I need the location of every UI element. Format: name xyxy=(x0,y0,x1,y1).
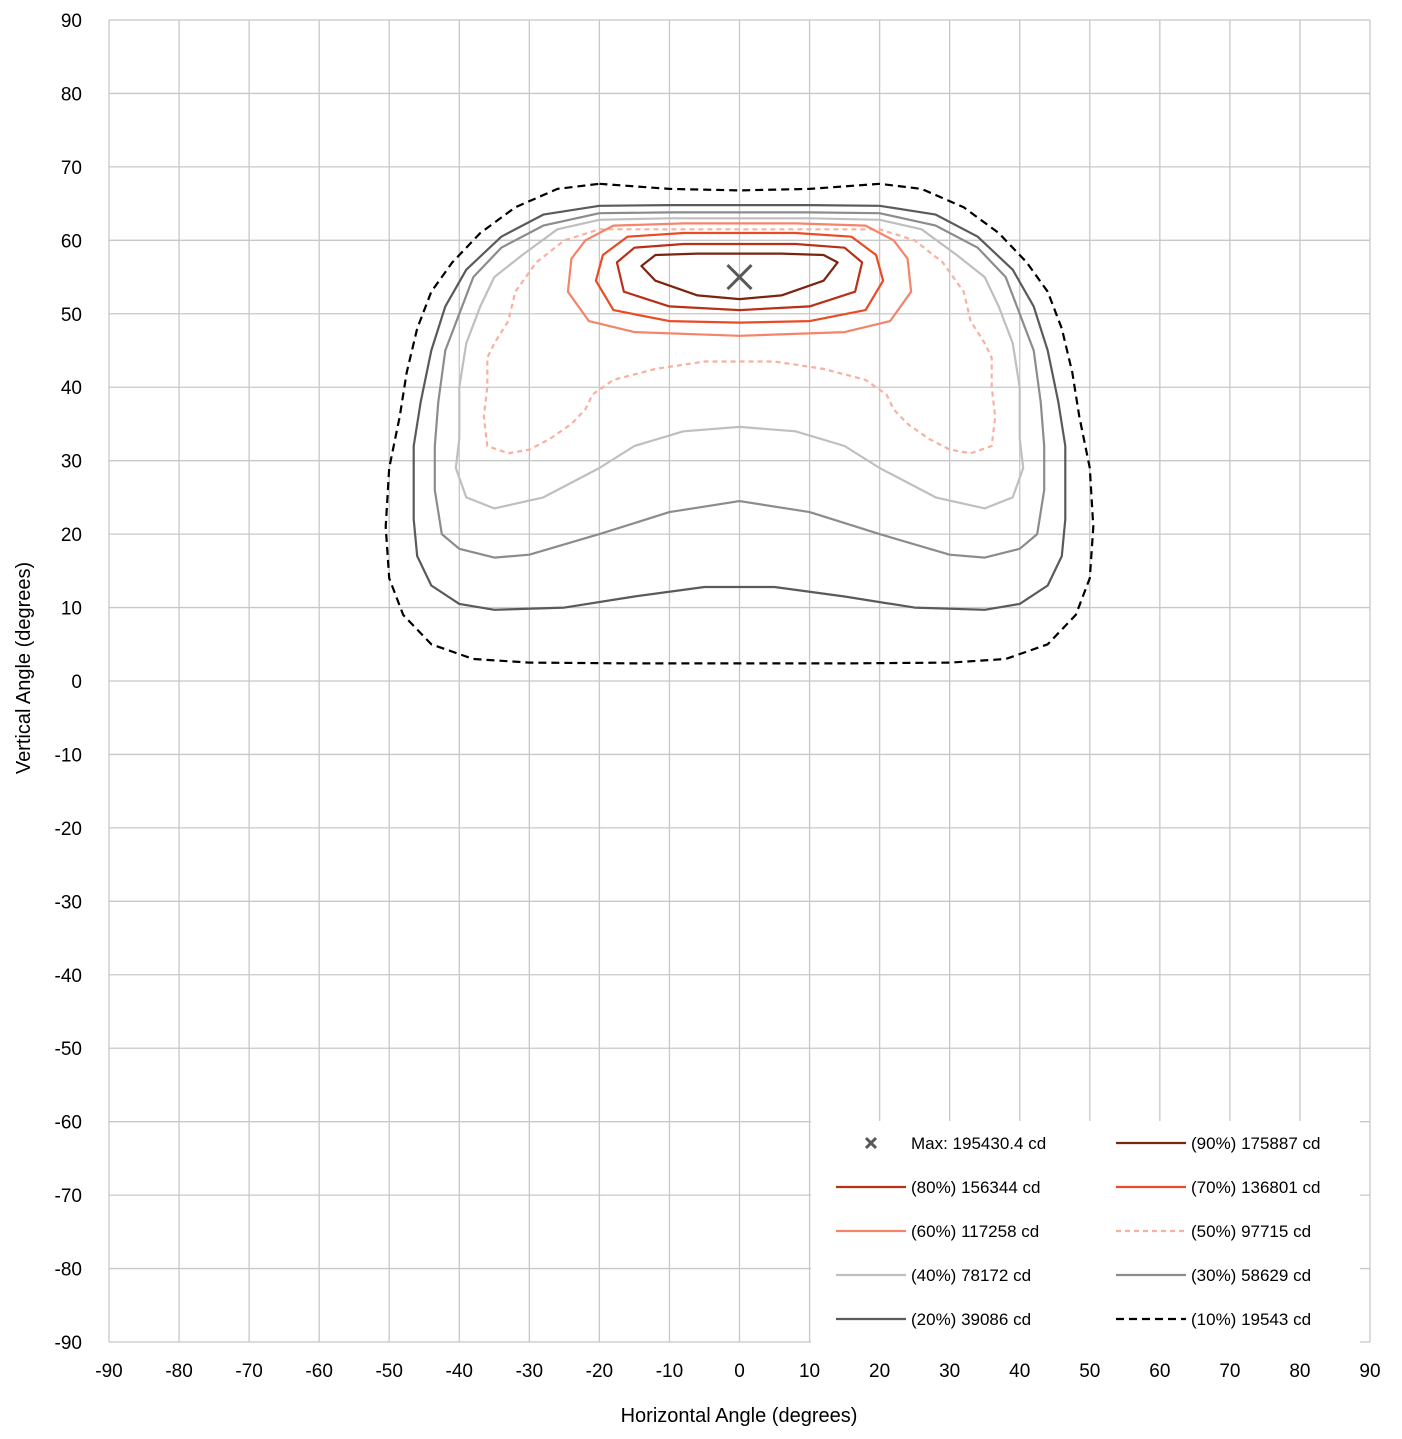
x-tick-label: -40 xyxy=(446,1361,473,1382)
y-tick-label: -30 xyxy=(55,892,82,913)
contour-series xyxy=(615,242,864,312)
x-tick-labels: -90 -80 -70 -60 -50 -40 -30 -20 -10 0 10 20 30 40 50 60… xyxy=(95,1361,1380,1382)
legend-max-marker xyxy=(864,1136,878,1150)
legend-label: (90%) 175887 cd xyxy=(1191,1134,1320,1153)
y-axis-label: Vertical Angle (degrees) xyxy=(13,562,35,774)
x-tick-label: 50 xyxy=(1079,1361,1100,1382)
x-tick-label: -50 xyxy=(375,1361,402,1382)
legend-label: (20%) 39086 cd xyxy=(911,1310,1031,1329)
legend-label: (10%) 19543 cd xyxy=(1191,1310,1311,1329)
y-tick-label: 0 xyxy=(71,672,82,693)
legend-label: (80%) 156344 cd xyxy=(911,1178,1040,1197)
contour-series xyxy=(482,228,997,455)
y-tick-label: 10 xyxy=(61,599,82,620)
x-tick-label: -90 xyxy=(95,1361,122,1382)
contour-series xyxy=(566,222,913,337)
y-tick-label: -90 xyxy=(55,1333,82,1354)
y-tick-label: 30 xyxy=(61,452,82,473)
y-tick-label: -40 xyxy=(55,966,82,987)
contour-series xyxy=(594,231,885,324)
y-tick-label: 60 xyxy=(61,231,82,252)
max-marker-stroke xyxy=(726,263,753,291)
x-tick-label: -70 xyxy=(235,1361,262,1382)
contour-series xyxy=(412,204,1067,611)
legend: Max: 195430.4 cd (90%) 175887 cd (80%) 156… xyxy=(811,1121,1360,1343)
x-tick-label: 0 xyxy=(734,1361,745,1382)
x-tick-label: 90 xyxy=(1359,1361,1380,1382)
legend-label: (40%) 78172 cd xyxy=(911,1266,1031,1285)
y-tick-label: 40 xyxy=(61,378,82,399)
x-tick-label: 80 xyxy=(1289,1361,1310,1382)
legend-label: (50%) 97715 cd xyxy=(1191,1222,1311,1241)
y-tick-label: 50 xyxy=(61,305,82,326)
contour-series xyxy=(640,252,839,301)
y-tick-label: -10 xyxy=(55,745,82,766)
contour-series xyxy=(384,182,1095,665)
y-tick-label: -20 xyxy=(55,819,82,840)
legend-label: (60%) 117258 cd xyxy=(911,1222,1039,1241)
x-tick-label: -60 xyxy=(305,1361,332,1382)
max-marker xyxy=(726,263,753,291)
legend-label: (70%) 136801 cd xyxy=(1191,1178,1320,1197)
x-tick-label: -20 xyxy=(586,1361,613,1382)
x-tick-label: 40 xyxy=(1009,1361,1030,1382)
y-tick-label: 70 xyxy=(61,158,82,179)
x-tick-label: -10 xyxy=(656,1361,683,1382)
legend-label: (30%) 58629 cd xyxy=(1191,1266,1311,1285)
y-tick-label: -60 xyxy=(55,1113,82,1134)
legend-label: Max: 195430.4 cd xyxy=(911,1134,1046,1153)
y-tick-label: -80 xyxy=(55,1260,82,1281)
y-tick-labels: 90 80 70 60 50 40 30 20 10 0 -10 -20 -30 -40 -50 -60 -70… xyxy=(55,11,82,1354)
x-tick-label: -80 xyxy=(165,1361,192,1382)
contour-series xyxy=(433,211,1046,559)
x-tick-label: 20 xyxy=(869,1361,890,1382)
x-tick-label: -30 xyxy=(516,1361,543,1382)
contour-lines xyxy=(384,182,1095,665)
y-tick-label: 80 xyxy=(61,84,82,105)
y-tick-label: 20 xyxy=(61,525,82,546)
y-tick-label: 90 xyxy=(61,11,82,32)
contour-series xyxy=(454,217,1025,510)
y-tick-label: -70 xyxy=(55,1186,82,1207)
x-tick-label: 10 xyxy=(799,1361,820,1382)
x-tick-label: 60 xyxy=(1149,1361,1170,1382)
x-axis-label: Horizontal Angle (degrees) xyxy=(621,1405,858,1427)
x-tick-label: 30 xyxy=(939,1361,960,1382)
x-tick-label: 70 xyxy=(1219,1361,1240,1382)
y-tick-label: -50 xyxy=(55,1039,82,1060)
